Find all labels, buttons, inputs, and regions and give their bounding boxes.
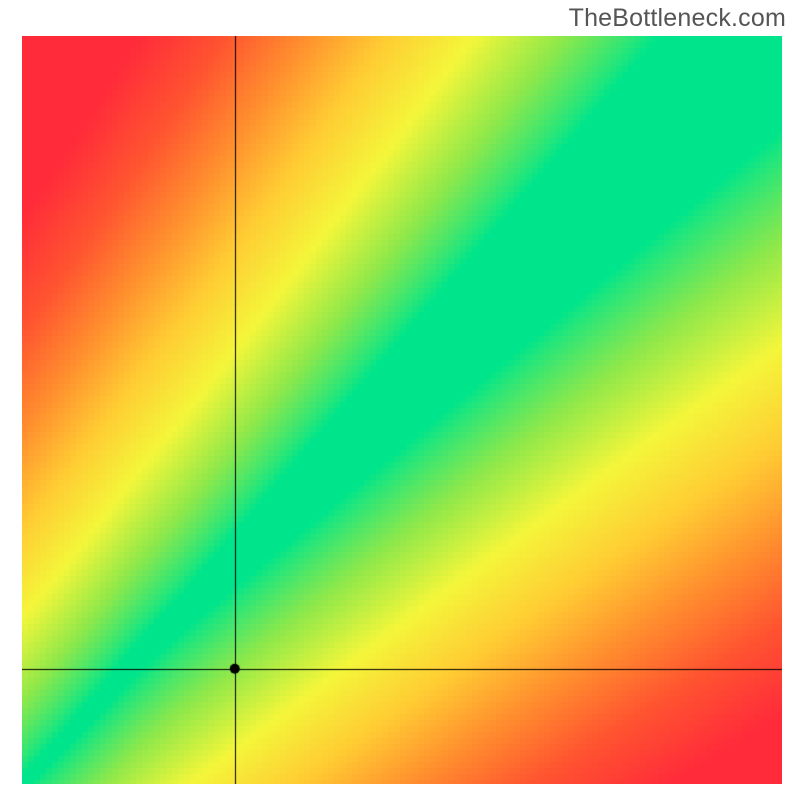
chart-container: TheBottleneck.com <box>0 0 800 800</box>
watermark-text: TheBottleneck.com <box>569 4 786 33</box>
bottleneck-heatmap <box>22 36 782 784</box>
